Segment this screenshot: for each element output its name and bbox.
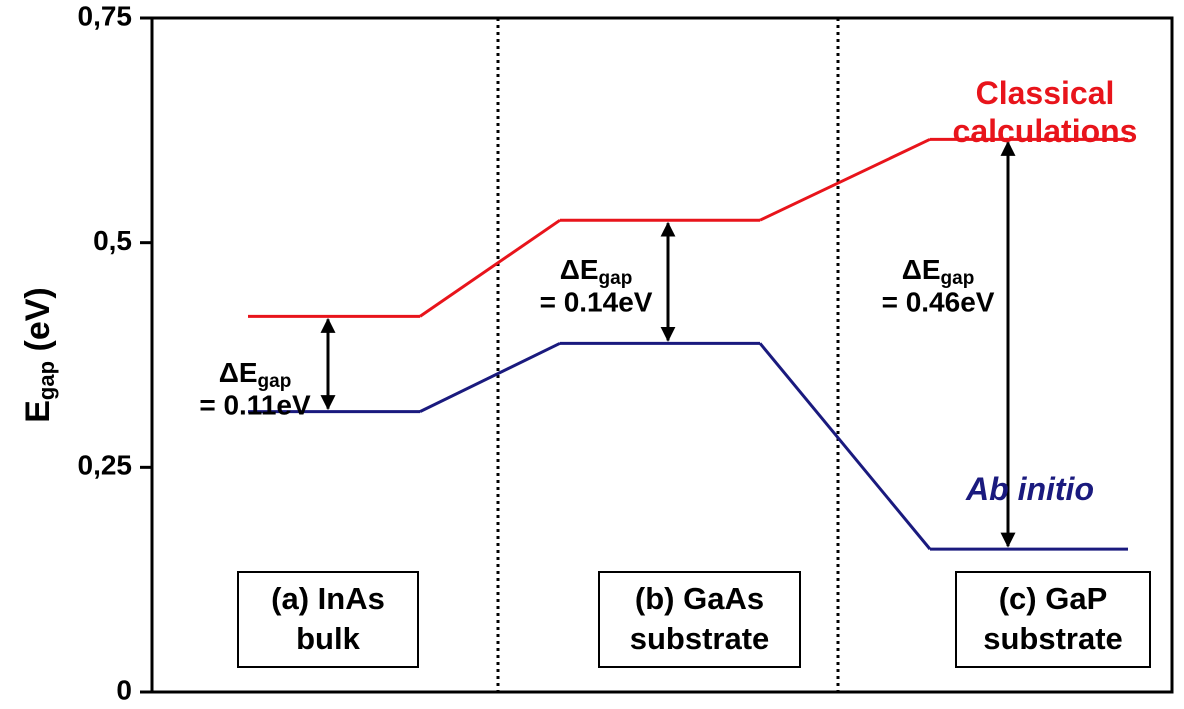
annotation-symbol-sub: gap: [258, 371, 292, 392]
y-tick-label: 0,25: [78, 450, 133, 481]
annotation-symbol: ΔEgap: [219, 357, 292, 392]
annotation-text: = 0.11eV: [199, 389, 311, 420]
annotation-symbol: ΔEgap: [560, 254, 633, 289]
connector: [759, 137, 931, 222]
category-box: (b) GaAs substrate: [598, 571, 801, 668]
annotation-text: = 0.14eV: [540, 286, 653, 317]
connector: [419, 341, 561, 413]
annotation-symbol-main: ΔE: [219, 357, 258, 388]
y-tick-label: 0,5: [93, 225, 132, 256]
annotation-symbol-sub: gap: [599, 268, 633, 289]
y-tick-label: 0,75: [78, 0, 133, 31]
annotation-text: = 0.46eV: [882, 286, 995, 317]
y-tick-label: 0: [116, 674, 132, 705]
category-box: (a) InAs bulk: [237, 571, 419, 668]
annotation-symbol-main: ΔE: [560, 254, 599, 285]
category-box: (c) GaP substrate: [955, 571, 1151, 668]
annotation-symbol: ΔEgap: [902, 254, 975, 289]
plot-frame: [150, 16, 1174, 694]
series-label: Classical calculations: [952, 75, 1138, 149]
series-label: Ab initio: [966, 471, 1094, 507]
connector: [419, 218, 561, 318]
annotation-symbol-main: ΔE: [902, 254, 941, 285]
annotation-symbol-sub: gap: [941, 268, 975, 289]
y-axis-label: Egap (eV): [19, 287, 59, 423]
connector: [758, 342, 932, 551]
